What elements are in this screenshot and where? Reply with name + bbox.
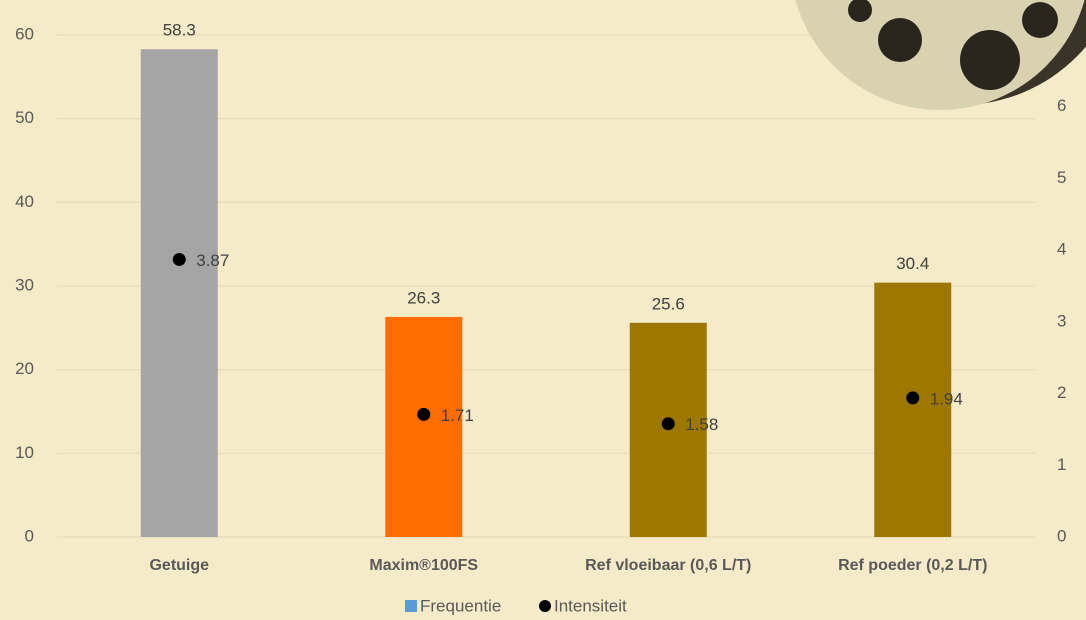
x-tick-label: Ref vloeibaar (0,6 L/T) (585, 557, 751, 574)
y-tick-label: 20 (15, 359, 34, 378)
y2-tick-label: 6 (1057, 96, 1066, 115)
bar (874, 283, 951, 537)
value-label: 1.71 (441, 406, 474, 425)
legend-swatch (539, 600, 551, 612)
y-tick-label: 30 (15, 275, 34, 294)
value-label: 3.87 (196, 251, 229, 270)
y2-tick-label: 4 (1057, 240, 1066, 259)
x-tick-label: Maxim®100FS (369, 557, 478, 574)
y-tick-label: 60 (15, 24, 34, 43)
y2-tick-label: 0 (1057, 526, 1066, 545)
y-tick-label: 40 (15, 192, 34, 211)
y2-tick-label: 3 (1057, 311, 1066, 330)
photo (790, 0, 1086, 110)
y-tick-label: 50 (15, 108, 34, 127)
value-label: 26.3 (407, 288, 440, 307)
value-label: 30.4 (896, 254, 929, 273)
dot (173, 253, 186, 266)
value-label: 1.58 (685, 415, 718, 434)
bar (385, 317, 462, 537)
x-tick-label: Ref poeder (0,2 L/T) (838, 557, 987, 574)
dot (906, 391, 919, 404)
legend-label: Intensiteit (554, 596, 627, 615)
bar (141, 49, 218, 537)
legend-label: Frequentie (420, 596, 501, 615)
y2-tick-label: 1 (1057, 455, 1066, 474)
y-tick-label: 0 (25, 526, 34, 545)
chart: 0102030405060Getuige58.33.87Maxim®100FS2… (0, 0, 1086, 620)
value-label: 25.6 (652, 294, 685, 313)
x-tick-label: Getuige (149, 557, 209, 574)
dot (662, 417, 675, 430)
y2-tick-label: 2 (1057, 383, 1066, 402)
value-label: 58.3 (163, 21, 196, 40)
y2-tick-label: 5 (1057, 168, 1066, 187)
dot (417, 408, 430, 421)
legend-swatch (405, 600, 417, 612)
y-tick-label: 10 (15, 443, 34, 462)
value-label: 1.94 (930, 389, 963, 408)
